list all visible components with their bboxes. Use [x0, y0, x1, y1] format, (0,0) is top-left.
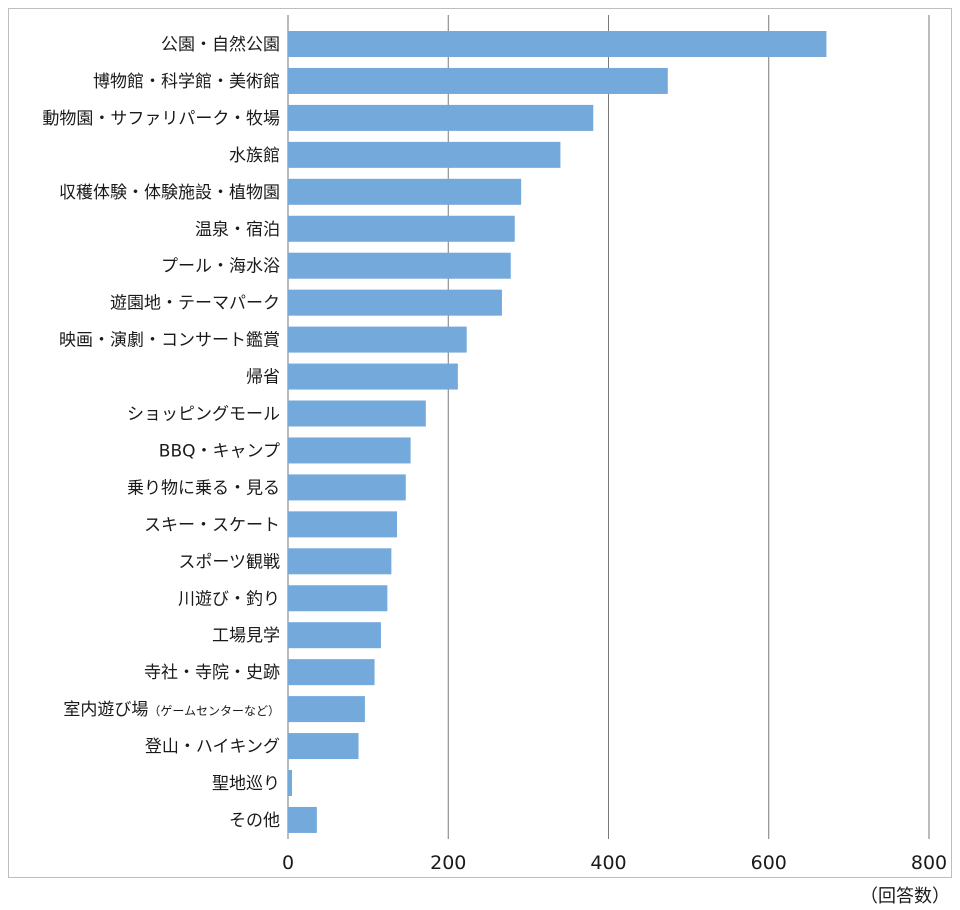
- bar: [288, 696, 365, 723]
- category-label-main: 聖地巡り: [212, 774, 280, 794]
- x-tick-labels: 0 200 400 600 800: [282, 852, 947, 874]
- bar: [288, 806, 317, 833]
- bar: [288, 252, 511, 279]
- bar: [288, 215, 515, 242]
- category-label: スポーツ観戦: [178, 552, 280, 572]
- category-label: 映画・演劇・コンサート鑑賞: [59, 331, 280, 351]
- bar: [288, 400, 426, 427]
- category-labels: 公園・自然公園博物館・科学館・美術館動物園・サファリパーク・牧場水族館収穫体験・…: [42, 35, 280, 831]
- bar: [288, 511, 397, 538]
- category-label: プール・海水浴: [161, 257, 280, 277]
- category-label: 温泉・宿泊: [195, 220, 280, 240]
- category-label-main: 登山・ハイキング: [145, 737, 280, 757]
- category-label-main: 寺社・寺院・史跡: [144, 663, 280, 683]
- category-label-main: 川遊び・釣り: [178, 589, 280, 609]
- bar: [288, 289, 502, 316]
- category-label-main: 水族館: [229, 146, 280, 166]
- category-label-main: 収穫体験・体験施設・植物園: [59, 183, 280, 203]
- bar-chart: 公園・自然公園博物館・科学館・美術館動物園・サファリパーク・牧場水族館収穫体験・…: [42, 15, 947, 874]
- bar: [288, 363, 458, 390]
- x-tick-label: 200: [430, 852, 466, 874]
- category-label-main: スキー・スケート: [144, 515, 280, 535]
- category-label-note: （ゲームセンターなど）: [148, 704, 280, 718]
- x-tick-label: 600: [751, 852, 787, 874]
- category-label: 公園・自然公園: [161, 35, 280, 55]
- bars: [288, 31, 827, 833]
- bar: [288, 31, 827, 57]
- bar: [288, 733, 359, 760]
- category-label-main: ショッピングモール: [127, 405, 280, 425]
- bar: [288, 474, 406, 501]
- category-label: 収穫体験・体験施設・植物園: [59, 183, 280, 203]
- category-label: 工場見学: [212, 626, 280, 646]
- category-label-main: スポーツ観戦: [178, 552, 280, 572]
- category-label-main: 帰省: [246, 368, 280, 388]
- category-label: その他: [229, 811, 280, 831]
- bar: [288, 548, 392, 575]
- x-axis-unit-label: （回答数）: [860, 886, 950, 907]
- category-label: 博物館・科学館・美術館: [93, 72, 280, 92]
- bar: [288, 585, 388, 612]
- category-label-main: BBQ・キャンプ: [159, 441, 280, 461]
- category-label-main: 博物館・科学館・美術館: [93, 72, 280, 92]
- category-label-main: 映画・演劇・コンサート鑑賞: [59, 331, 280, 351]
- bar: [288, 437, 411, 464]
- category-label-main: 工場見学: [212, 626, 280, 646]
- category-label-main: 乗り物に乗る・見る: [127, 478, 280, 498]
- category-label: 遊園地・テーマパーク: [110, 294, 280, 314]
- bar: [288, 141, 561, 168]
- chart-frame: 公園・自然公園博物館・科学館・美術館動物園・サファリパーク・牧場水族館収穫体験・…: [8, 8, 952, 878]
- category-label-main: その他: [229, 811, 280, 831]
- category-label: スキー・スケート: [144, 515, 280, 535]
- category-label-main: 室内遊び場: [63, 700, 148, 720]
- bar: [288, 770, 293, 796]
- category-label: 動物園・サファリパーク・牧場: [42, 109, 280, 129]
- category-label-main: 公園・自然公園: [161, 35, 280, 55]
- bar: [288, 178, 522, 205]
- x-tick-label: 0: [282, 852, 294, 874]
- category-label: 寺社・寺院・史跡: [144, 663, 280, 683]
- category-label-main: 温泉・宿泊: [195, 220, 280, 240]
- category-label: BBQ・キャンプ: [159, 441, 280, 461]
- category-label-main: プール・海水浴: [161, 257, 280, 277]
- bar: [288, 622, 381, 649]
- category-label: ショッピングモール: [127, 405, 280, 425]
- category-label: 帰省: [246, 368, 280, 388]
- bar: [288, 326, 467, 353]
- category-label: 乗り物に乗る・見る: [127, 478, 280, 498]
- bar: [288, 67, 668, 94]
- category-label: 室内遊び場（ゲームセンターなど）: [63, 700, 280, 720]
- category-label-main: 遊園地・テーマパーク: [110, 294, 280, 314]
- x-tick-label: 800: [911, 852, 947, 874]
- bar: [288, 104, 594, 131]
- category-label: 川遊び・釣り: [178, 589, 280, 609]
- grid-lines: [287, 15, 930, 839]
- category-label: 登山・ハイキング: [145, 737, 280, 757]
- category-label-main: 動物園・サファリパーク・牧場: [42, 109, 280, 129]
- bar: [288, 659, 375, 686]
- category-label: 聖地巡り: [212, 774, 280, 794]
- x-tick-label: 400: [590, 852, 626, 874]
- category-label: 水族館: [229, 146, 280, 166]
